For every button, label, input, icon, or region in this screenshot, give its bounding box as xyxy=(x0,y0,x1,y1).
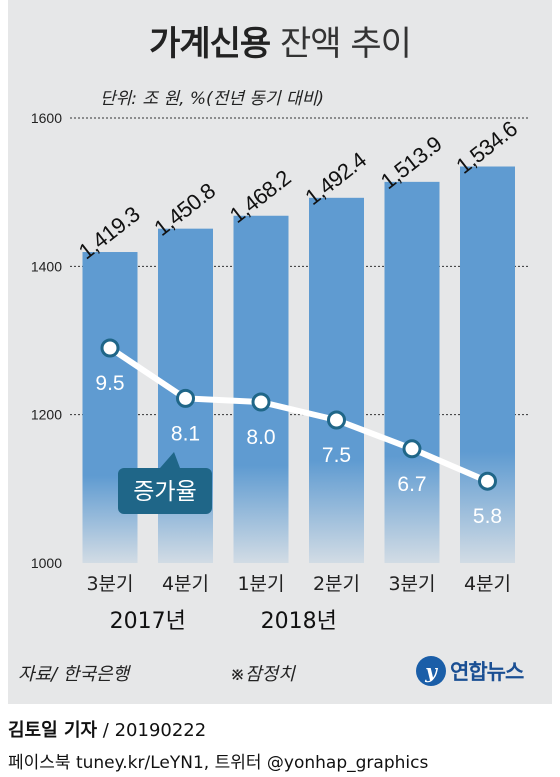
y-tick-label: 1400 xyxy=(31,258,62,274)
growth-point xyxy=(251,392,271,412)
title-sub: 잔액 추이 xyxy=(280,24,412,64)
growth-point xyxy=(176,388,195,408)
yonhap-logo: y 연합뉴스 xyxy=(416,656,524,686)
x-tick-label: 2분기 xyxy=(313,573,360,595)
provisional-note: ※잠정치 xyxy=(230,664,295,685)
x-tick-label: 1분기 xyxy=(237,573,284,595)
callout-label: 증가율 xyxy=(133,479,196,505)
byline: 김토일 기자 / 20190222 xyxy=(8,716,206,742)
bar xyxy=(460,166,515,563)
growth-line xyxy=(108,345,489,484)
growth-point xyxy=(402,439,422,459)
y-tick-label: 1000 xyxy=(31,555,62,571)
growth-label: 8.1 xyxy=(171,422,200,445)
growth-label: 5.8 xyxy=(473,505,502,528)
growth-label: 9.5 xyxy=(95,372,124,395)
growth-label: 8.0 xyxy=(246,426,275,449)
x-tick-label: 3분기 xyxy=(388,573,435,595)
bar xyxy=(82,252,138,563)
logo-text: 연합뉴스 xyxy=(450,660,524,684)
callout-pointer xyxy=(160,452,180,468)
x-tick-label: 4분기 xyxy=(162,573,209,595)
growth-label: 6.7 xyxy=(397,473,426,496)
y-tick-label: 1600 xyxy=(31,110,62,126)
unit-label: 단위: 조 원, %(전년 동기 대비) xyxy=(100,89,324,109)
bar xyxy=(233,215,289,564)
yonhap-logo-icon: y xyxy=(416,656,446,686)
x-tick-label: 3분기 xyxy=(86,573,133,595)
title-main: 가계신용 xyxy=(149,24,271,64)
year-label: 2018년 xyxy=(261,609,337,634)
growth-point xyxy=(478,471,497,491)
bar xyxy=(309,197,364,563)
growth-point xyxy=(327,410,346,430)
x-tick-label: 4분기 xyxy=(464,573,511,595)
social-links: 페이스북 tuney.kr/LeYN1, 트위터 @yonhap_graphic… xyxy=(8,753,429,773)
chart-title: 가계신용 잔액 추이 xyxy=(0,16,560,65)
growth-point xyxy=(100,338,120,358)
y-tick-label: 1200 xyxy=(31,407,62,423)
reporter-name: 김토일 기자 xyxy=(8,720,98,741)
bar xyxy=(384,181,440,564)
source-label: 자료/ 한국은행 xyxy=(18,664,130,685)
callout-box xyxy=(118,468,212,514)
year-label: 2017년 xyxy=(110,609,186,634)
growth-label: 7.5 xyxy=(322,444,351,467)
publish-date: / 20190222 xyxy=(97,720,207,741)
